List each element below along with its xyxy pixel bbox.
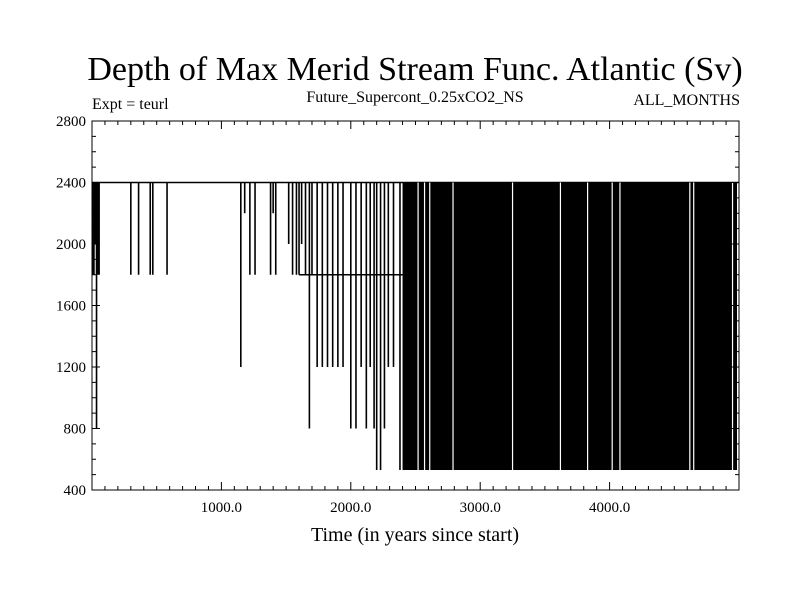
series-dense-band bbox=[402, 182, 737, 471]
chart-title: Depth of Max Merid Stream Func. Atlantic… bbox=[87, 51, 742, 88]
y-tick-label: 1600 bbox=[56, 299, 86, 315]
x-axis: 1000.0 2000.0 3000.0 4000.0 bbox=[104, 121, 727, 516]
data-series bbox=[91, 181, 739, 471]
y-tick-label: 2400 bbox=[56, 176, 86, 192]
y-tick-label: 2800 bbox=[56, 114, 86, 130]
experiment-label: Expt = teurl bbox=[92, 96, 169, 113]
months-label: ALL_MONTHS bbox=[633, 92, 740, 109]
y-tick-label: 1200 bbox=[56, 360, 86, 376]
chart-subtitle: Future_Supercont_0.25xCO2_NS bbox=[306, 89, 523, 106]
chart-title-group: Depth of Max Merid Stream Func. Atlantic… bbox=[87, 51, 742, 113]
x-tick-label: 4000.0 bbox=[589, 500, 630, 516]
x-tick-label: 3000.0 bbox=[460, 500, 501, 516]
x-axis-label: Time (in years since start) bbox=[311, 524, 519, 546]
x-tick-label: 2000.0 bbox=[330, 500, 371, 516]
y-tick-label: 2000 bbox=[56, 237, 86, 253]
y-tick-label: 800 bbox=[64, 422, 87, 438]
y-tick-label: 400 bbox=[64, 483, 87, 499]
x-tick-label: 1000.0 bbox=[201, 500, 242, 516]
y-axis: 400 800 1200 1600 2000 2400 2800 bbox=[56, 114, 739, 499]
